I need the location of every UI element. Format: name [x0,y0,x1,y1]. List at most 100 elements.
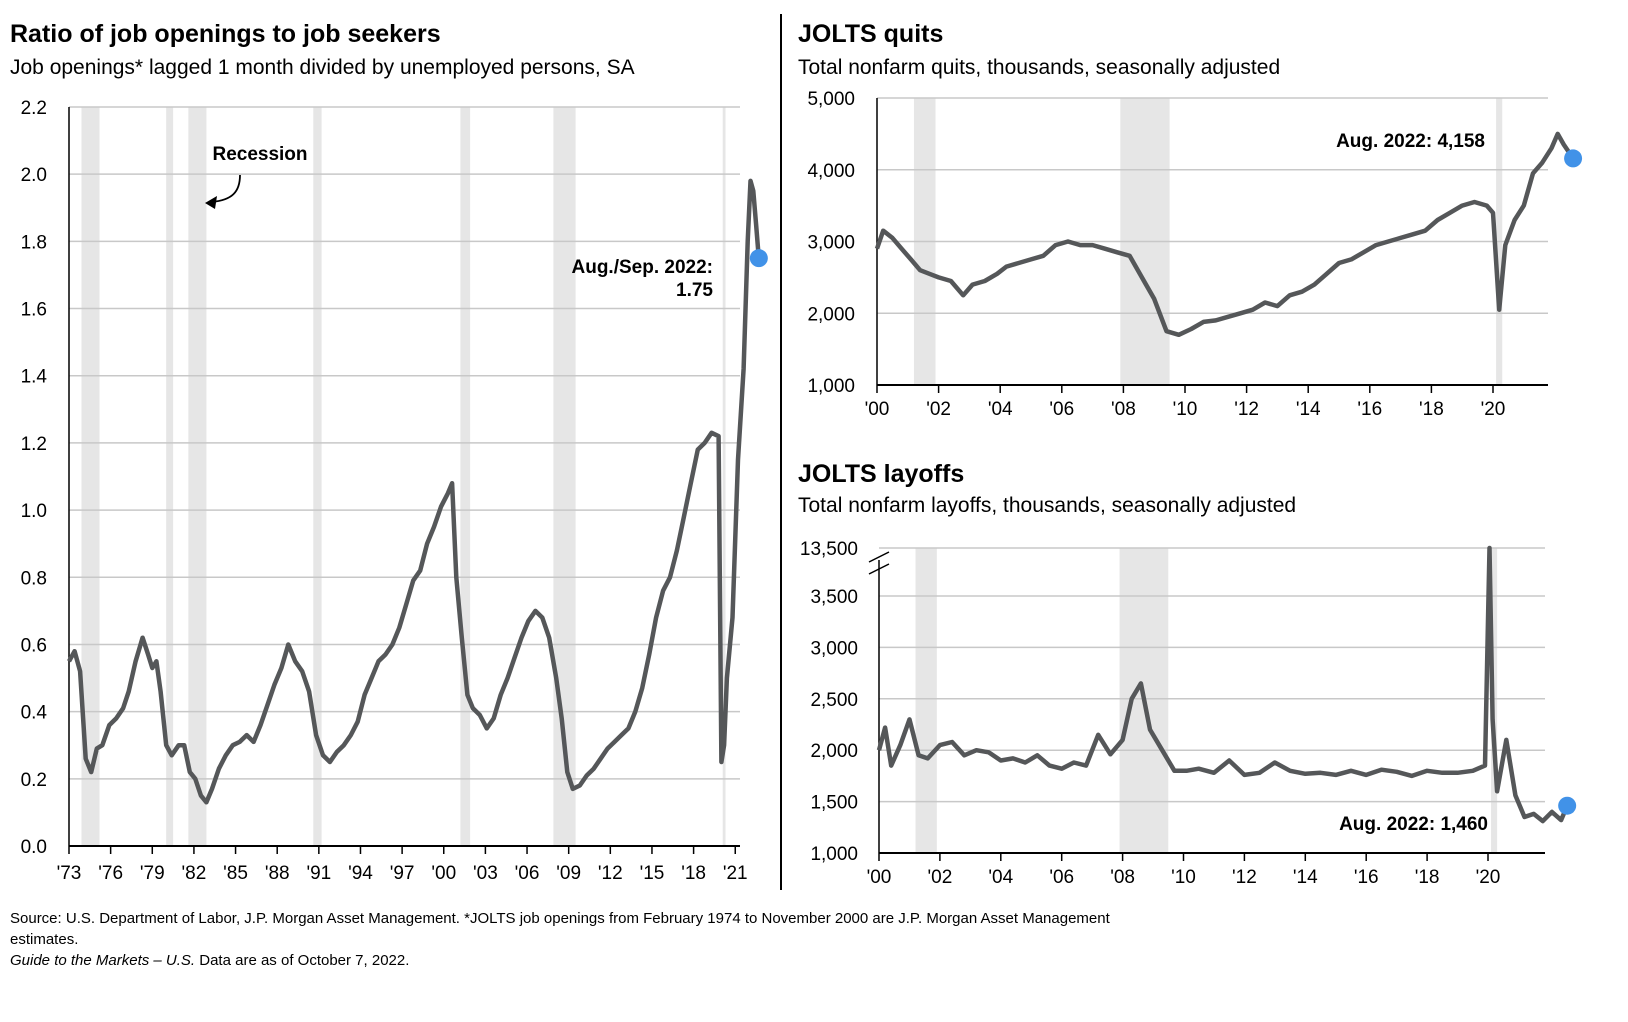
callout-label: Aug. 2022: 1,460 [1339,814,1488,835]
recession-band [188,107,207,846]
recession-band [313,107,322,846]
footer-asof: Data are as of October 7, 2022. [195,952,410,969]
ratio-line [67,178,762,805]
recession-annotation: Recession [212,144,307,165]
x-tick-label: '20 [1481,399,1506,420]
y-tick-label: 3,500 [810,587,858,608]
footer-guide: Guide to the Markets – U.S. Data are as … [10,952,409,969]
y-tick-label: 2.0 [21,165,47,186]
x-tick-label: '14 [1293,867,1318,888]
recession-band [460,107,471,846]
quits-chart-title: JOLTS quits [798,20,944,48]
x-tick-label: '02 [926,399,951,420]
recession-band [722,107,726,846]
y-tick-label: 1,000 [810,844,858,865]
layoffs-chart-subtitle: Total nonfarm layoffs, thousands, season… [798,494,1297,517]
y-tick-label: 2,000 [807,304,855,325]
footer-source: Source: U.S. Department of Labor, J.P. M… [10,910,1110,927]
x-tick-label: '20 [1476,867,1501,888]
callout-dot [1558,796,1577,815]
axis-break-mark [868,551,890,563]
x-tick-label: '10 [1173,399,1198,420]
layoffs-chart [868,545,1577,861]
x-tick-label: '00 [431,863,456,884]
x-tick-label: '16 [1354,867,1379,888]
x-tick-label: '18 [681,863,706,884]
x-tick-label: '04 [988,867,1013,888]
x-tick-label: '97 [390,863,415,884]
x-tick-label: '08 [1110,867,1135,888]
recession-arrowhead [205,196,217,209]
x-tick-label: '06 [515,863,540,884]
y-tick-label: 1.8 [21,232,47,253]
y-tick-label: 0.6 [21,635,47,656]
x-tick-label: '15 [640,863,665,884]
y-tick-label: 1.2 [21,434,47,455]
x-tick-label: '12 [1232,867,1257,888]
x-tick-label: '10 [1171,867,1196,888]
callout-label: Aug./Sep. 2022: [572,257,714,278]
y-tick-label: 0.8 [21,568,47,589]
x-tick-label: '09 [556,863,581,884]
x-tick-label: '88 [265,863,290,884]
x-tick-label: '03 [473,863,498,884]
x-tick-label: '18 [1415,867,1440,888]
callout-dot [749,249,768,268]
quits-chart [874,97,1583,393]
x-tick-label: '79 [140,863,165,884]
ratio-chart [67,106,768,854]
x-tick-label: '18 [1419,399,1444,420]
callout-value: 1.75 [676,280,713,301]
x-tick-label: '00 [865,399,890,420]
callout-label: Aug. 2022: 4,158 [1336,131,1485,152]
y-tick-label: 1,000 [807,376,855,397]
y-tick-label: 5,000 [807,89,855,110]
x-tick-label: '06 [1049,867,1074,888]
x-tick-label: '94 [348,863,373,884]
x-tick-label: '91 [306,863,331,884]
footer-guide-title: Guide to the Markets – U.S. [10,952,196,969]
y-tick-label: 3,000 [807,233,855,254]
x-tick-label: '85 [223,863,248,884]
y-tick-label: 0.2 [21,770,47,791]
x-tick-label: '76 [98,863,123,884]
y-tick-label: 0.0 [21,837,47,858]
x-tick-label: '82 [182,863,207,884]
layoffs-line [876,545,1570,824]
x-tick-label: '21 [723,863,748,884]
recession-band [81,107,100,846]
x-tick-label: '06 [1049,399,1074,420]
recession-band [166,107,174,846]
left-chart-title: Ratio of job openings to job seekers [10,20,441,48]
y-tick-label: 3,000 [810,638,858,659]
y-tick-label: 4,000 [807,161,855,182]
x-tick-label: '16 [1357,399,1382,420]
left-chart-subtitle: Job openings* lagged 1 month divided by … [10,56,635,79]
y-tick-label: 1,500 [810,793,858,814]
recession-band [553,107,576,846]
layoffs-chart-title: JOLTS layoffs [798,460,965,488]
y-tick-label: 13,500 [800,539,858,560]
x-tick-label: '73 [57,863,82,884]
recession-band [915,548,937,853]
quits-line [874,131,1575,338]
y-tick-label: 0.4 [21,703,48,724]
y-tick-label: 2.2 [21,98,47,119]
recession-arrow [211,174,241,203]
footer-source-cont: estimates. [10,931,79,948]
x-tick-label: '04 [988,399,1013,420]
quits-chart-subtitle: Total nonfarm quits, thousands, seasonal… [798,56,1281,79]
callout-dot [1564,149,1583,168]
x-tick-label: '02 [928,867,953,888]
x-tick-label: '14 [1296,399,1321,420]
axis-break-mark [868,563,890,575]
y-tick-label: 1.0 [21,501,47,522]
y-tick-label: 1.4 [21,367,48,388]
x-tick-label: '08 [1111,399,1136,420]
x-tick-label: '12 [598,863,623,884]
y-tick-label: 2,000 [810,741,858,762]
panel-divider [780,14,782,890]
y-tick-label: 1.6 [21,300,47,321]
y-tick-label: 2,500 [810,690,858,711]
